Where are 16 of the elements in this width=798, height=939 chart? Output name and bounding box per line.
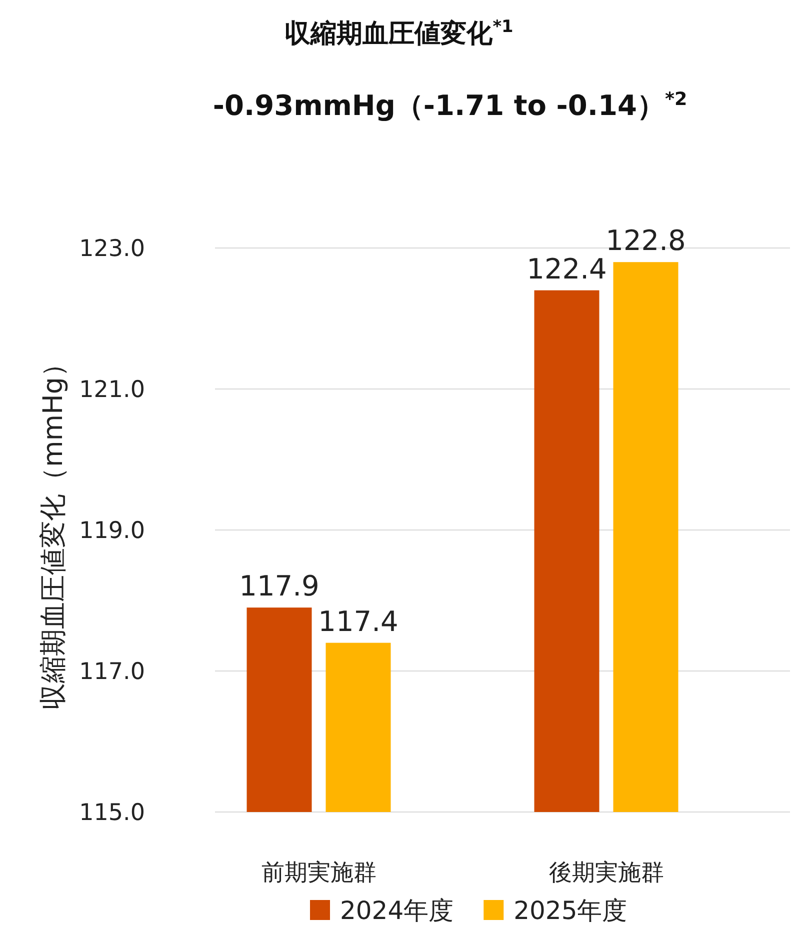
y-tick-label: 123.0 <box>79 236 145 262</box>
x-tick-label: 後期実施群 <box>548 860 664 886</box>
chart-subtitle: -0.93mmHg（-1.71 to -0.14）$^{*2}$ <box>212 88 688 122</box>
y-tick-label: 119.0 <box>79 518 145 544</box>
y-tick-label: 121.0 <box>79 377 145 403</box>
y-tick-label: 117.0 <box>79 659 145 685</box>
data-label: 117.4 <box>318 604 398 638</box>
chart-title: 収縮期血圧値変化$^{*1}$ <box>284 16 514 49</box>
data-label: 122.8 <box>606 224 686 258</box>
legend-label: 2024年度 <box>340 896 454 925</box>
data-label: 117.9 <box>239 570 320 603</box>
legend-label: 2025年度 <box>514 896 628 925</box>
y-axis-title: 収縮期血圧値変化（mmHg） <box>38 350 69 710</box>
y-tick-label: 115.0 <box>79 800 145 826</box>
data-label: 122.4 <box>526 252 607 286</box>
x-tick-label: 前期実施群 <box>261 860 376 886</box>
